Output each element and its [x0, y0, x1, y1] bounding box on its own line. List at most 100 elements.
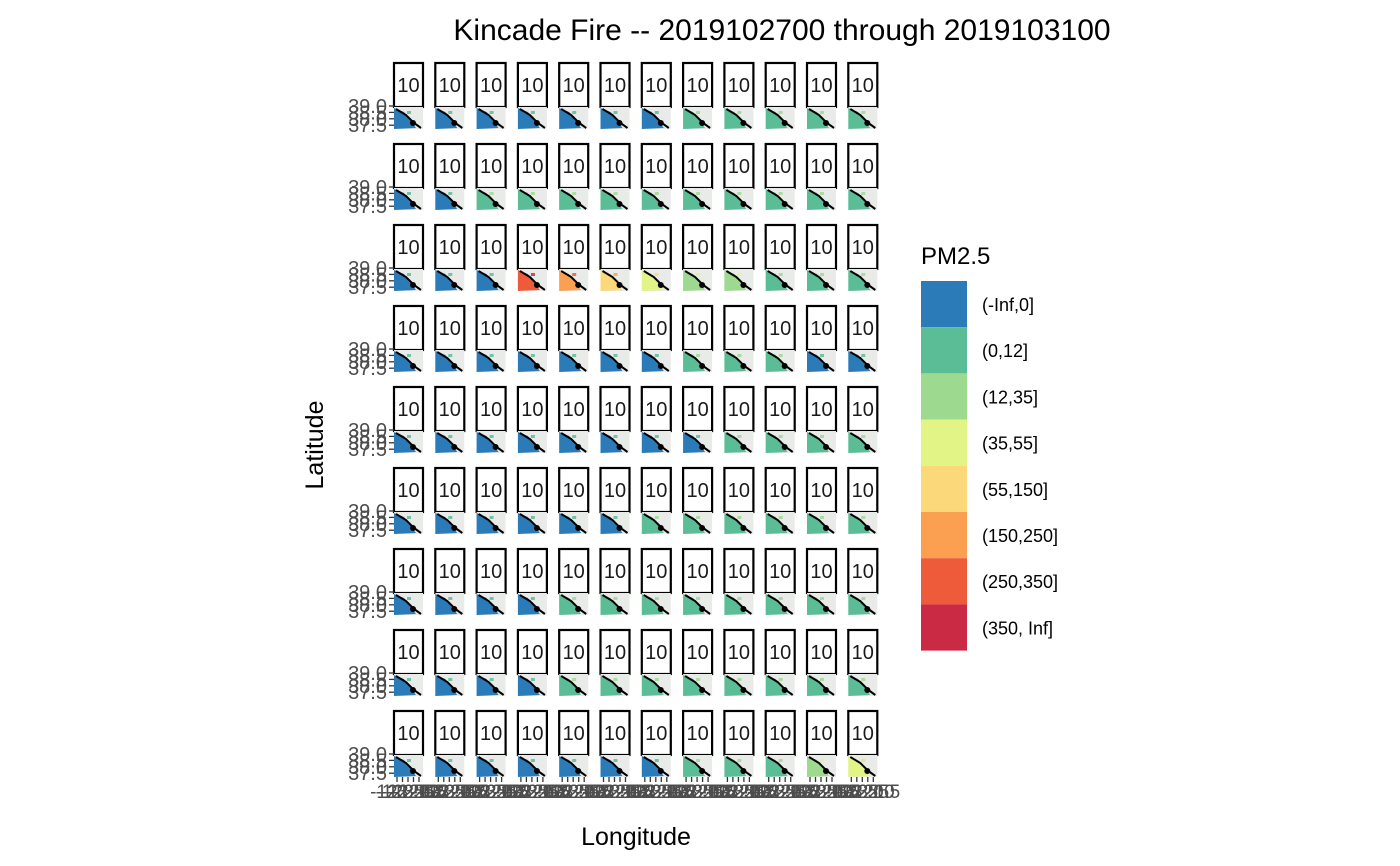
x-tick-label: -123.5 — [411, 782, 465, 803]
panel-label-box — [723, 304, 755, 352]
coastline — [767, 594, 794, 615]
facet-panel: 10 — [475, 709, 507, 782]
pm25-speckle — [696, 435, 701, 438]
panel-label: 10 — [563, 561, 585, 583]
fire-location-marker — [451, 444, 458, 450]
x-axis-title: Longitude — [581, 823, 691, 851]
pm25-speckle — [820, 273, 824, 276]
fire-location-marker — [410, 444, 416, 450]
facet-panel: 10 — [640, 142, 672, 210]
pm25-speckle — [654, 516, 659, 519]
fire-location-marker — [575, 606, 582, 612]
fire-location-marker — [451, 120, 458, 126]
x-tick-label: -123.5 — [494, 782, 548, 803]
fire-location-marker — [492, 444, 499, 450]
pm25-speckle — [778, 192, 783, 195]
coastline — [601, 675, 629, 696]
fire-location-marker — [699, 282, 706, 288]
fire-location-marker — [864, 687, 871, 693]
facet-panel: 10 — [805, 709, 838, 782]
pm25-speckle — [861, 759, 866, 762]
fire-location-marker — [699, 687, 706, 693]
fire-location-marker — [410, 201, 416, 207]
fire-location-marker — [781, 687, 788, 693]
legend-key — [921, 419, 967, 466]
facet-panel: 10 — [558, 223, 590, 291]
panel-label: 10 — [728, 723, 750, 745]
pm25-speckle — [696, 111, 701, 114]
fire-location-marker — [699, 120, 706, 126]
coastline — [395, 432, 422, 453]
panel-label: 10 — [480, 156, 502, 178]
pm25-speckle — [737, 597, 742, 600]
legend-key — [921, 604, 967, 651]
pm25-speckle — [820, 597, 824, 600]
pm25-speckle — [489, 516, 494, 519]
pm25-speckle — [530, 678, 535, 681]
coastline — [684, 189, 711, 210]
panel-label: 10 — [686, 480, 708, 502]
panel-label-box — [558, 466, 590, 514]
x-tick-label: -122.0 — [758, 782, 812, 803]
facet-panel: 10 — [681, 385, 714, 453]
fire-location-marker — [575, 687, 582, 693]
panel-label: 10 — [397, 723, 419, 745]
y-tick-label: 39.0 — [348, 582, 387, 604]
pm25-speckle — [737, 273, 742, 276]
legend-label: (0,12] — [982, 341, 1028, 361]
pm25-speckle — [407, 111, 411, 114]
panel-label: 10 — [604, 156, 626, 178]
facet-panel: 10 — [558, 304, 590, 372]
fire-location-marker — [616, 444, 623, 450]
coastline — [767, 675, 794, 696]
facet-panel: 10 — [640, 628, 672, 696]
coastline — [560, 351, 587, 372]
x-tick-label: -123.5 — [700, 782, 754, 803]
facet-panel: 10 — [723, 304, 755, 372]
facet-panel: 10 — [599, 385, 631, 453]
facet-panel: 10 — [764, 709, 796, 782]
panel-label: 10 — [604, 237, 626, 259]
fire-location-marker — [740, 687, 747, 693]
facet-panel: 10 — [475, 142, 507, 210]
pm25-speckle — [407, 273, 411, 276]
facet-panel: 10 — [681, 142, 714, 210]
pm25-speckle — [696, 516, 701, 519]
panel-label: 10 — [852, 723, 874, 745]
facet-panel: 10 — [640, 547, 672, 615]
panel-label: 10 — [686, 318, 708, 340]
coastline — [519, 351, 546, 372]
y-tick-label: 38.0 — [348, 757, 387, 779]
y-tick-label: 38.5 — [348, 669, 387, 691]
panel-label-box — [392, 709, 425, 757]
pm25-speckle — [737, 111, 742, 114]
facet-panel: 10 — [392, 628, 425, 696]
fire-location-marker — [533, 120, 540, 126]
coastline — [601, 270, 629, 291]
y-tick-label: 37.5 — [348, 277, 387, 299]
coastline — [478, 189, 505, 210]
coastline — [684, 675, 711, 696]
pm25-speckle — [489, 597, 494, 600]
x-tick-label: -122.5 — [505, 782, 559, 803]
legend-title: PM2.5 — [921, 243, 990, 270]
pm25-speckle — [572, 435, 577, 438]
panel-label: 10 — [728, 642, 750, 664]
fire-location-marker — [616, 363, 623, 369]
facet-panel: 10 — [681, 466, 714, 534]
coastline — [478, 513, 505, 534]
facet-panel: 10 — [640, 709, 672, 782]
panel-label: 10 — [563, 156, 585, 178]
panel-label: 10 — [439, 642, 461, 664]
panel-label: 10 — [480, 723, 502, 745]
facet-panel: 10 — [847, 223, 879, 291]
x-tick-label: -123.0 — [417, 782, 471, 803]
coastline — [560, 189, 587, 210]
coastline — [478, 432, 505, 453]
legend-key — [921, 281, 967, 328]
panel-label-box — [847, 61, 879, 109]
coastline — [849, 513, 876, 534]
coastline — [643, 594, 670, 615]
y-tick-label: 38.5 — [348, 264, 387, 286]
